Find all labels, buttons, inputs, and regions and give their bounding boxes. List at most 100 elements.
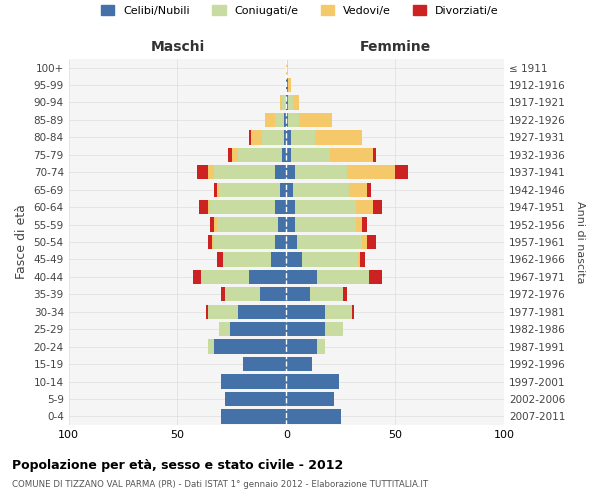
Bar [317,270,369,284]
Bar [243,357,286,371]
Bar [295,165,347,180]
Bar [289,78,290,92]
Bar [369,270,382,284]
Bar [286,113,289,127]
Bar [208,235,212,249]
Bar [302,252,358,266]
Bar [347,165,395,180]
Bar [265,113,275,127]
Bar [352,304,354,319]
Bar [280,182,286,197]
Bar [221,287,226,302]
Bar [227,148,232,162]
Bar [217,182,219,197]
Bar [223,252,271,266]
Bar [295,200,356,214]
Bar [208,340,214,354]
Bar [238,148,282,162]
Bar [202,270,250,284]
Legend: Celibi/Nubili, Coniugati/e, Vedovi/e, Divorziati/e: Celibi/Nubili, Coniugati/e, Vedovi/e, Di… [97,0,503,20]
Bar [286,96,289,110]
Bar [314,130,362,144]
Bar [280,96,282,110]
Bar [373,200,382,214]
Bar [275,113,284,127]
Bar [286,148,290,162]
Bar [214,340,286,354]
Bar [362,235,367,249]
Bar [193,270,202,284]
Bar [214,182,217,197]
Bar [282,96,286,110]
Bar [226,287,260,302]
Bar [210,200,275,214]
Bar [290,148,330,162]
Bar [286,200,295,214]
Bar [286,218,295,232]
Bar [286,235,297,249]
Bar [356,218,362,232]
Bar [356,200,373,214]
Bar [367,235,376,249]
Bar [208,165,214,180]
Bar [293,182,349,197]
Bar [199,200,208,214]
Bar [284,130,286,144]
Y-axis label: Fasce di età: Fasce di età [15,204,28,280]
Bar [275,235,286,249]
Bar [299,113,332,127]
Bar [286,304,325,319]
Text: COMUNE DI TIZZANO VAL PARMA (PR) - Dati ISTAT 1° gennaio 2012 - Elaborazione TUT: COMUNE DI TIZZANO VAL PARMA (PR) - Dati … [12,480,428,489]
Bar [286,78,289,92]
Bar [217,218,278,232]
Bar [275,200,286,214]
Bar [221,374,286,388]
Bar [271,252,286,266]
Bar [221,410,286,424]
Bar [238,304,286,319]
Bar [325,304,352,319]
Bar [367,182,371,197]
Bar [325,322,343,336]
Bar [262,130,284,144]
Bar [395,165,408,180]
Bar [289,113,299,127]
Bar [282,148,286,162]
Bar [286,357,313,371]
Bar [373,148,376,162]
Bar [208,200,210,214]
Bar [286,130,290,144]
Bar [214,165,275,180]
Bar [210,218,214,232]
Bar [197,165,208,180]
Bar [286,165,295,180]
Bar [275,165,286,180]
Bar [330,148,373,162]
Bar [286,392,334,406]
Bar [251,130,262,144]
Text: Popolazione per età, sesso e stato civile - 2012: Popolazione per età, sesso e stato civil… [12,460,343,472]
Bar [206,304,208,319]
Bar [226,392,286,406]
Bar [230,322,286,336]
Bar [362,218,367,232]
Bar [361,252,365,266]
Bar [219,322,230,336]
Bar [284,113,286,127]
Bar [349,182,367,197]
Y-axis label: Anni di nascita: Anni di nascita [575,200,585,283]
Bar [358,252,361,266]
Bar [286,252,302,266]
Bar [214,218,217,232]
Bar [286,182,293,197]
Bar [317,340,325,354]
Bar [278,218,286,232]
Bar [286,287,310,302]
Bar [343,287,347,302]
Bar [286,270,317,284]
Bar [310,287,343,302]
Bar [286,410,341,424]
Bar [295,218,356,232]
Bar [286,340,317,354]
Bar [260,287,286,302]
